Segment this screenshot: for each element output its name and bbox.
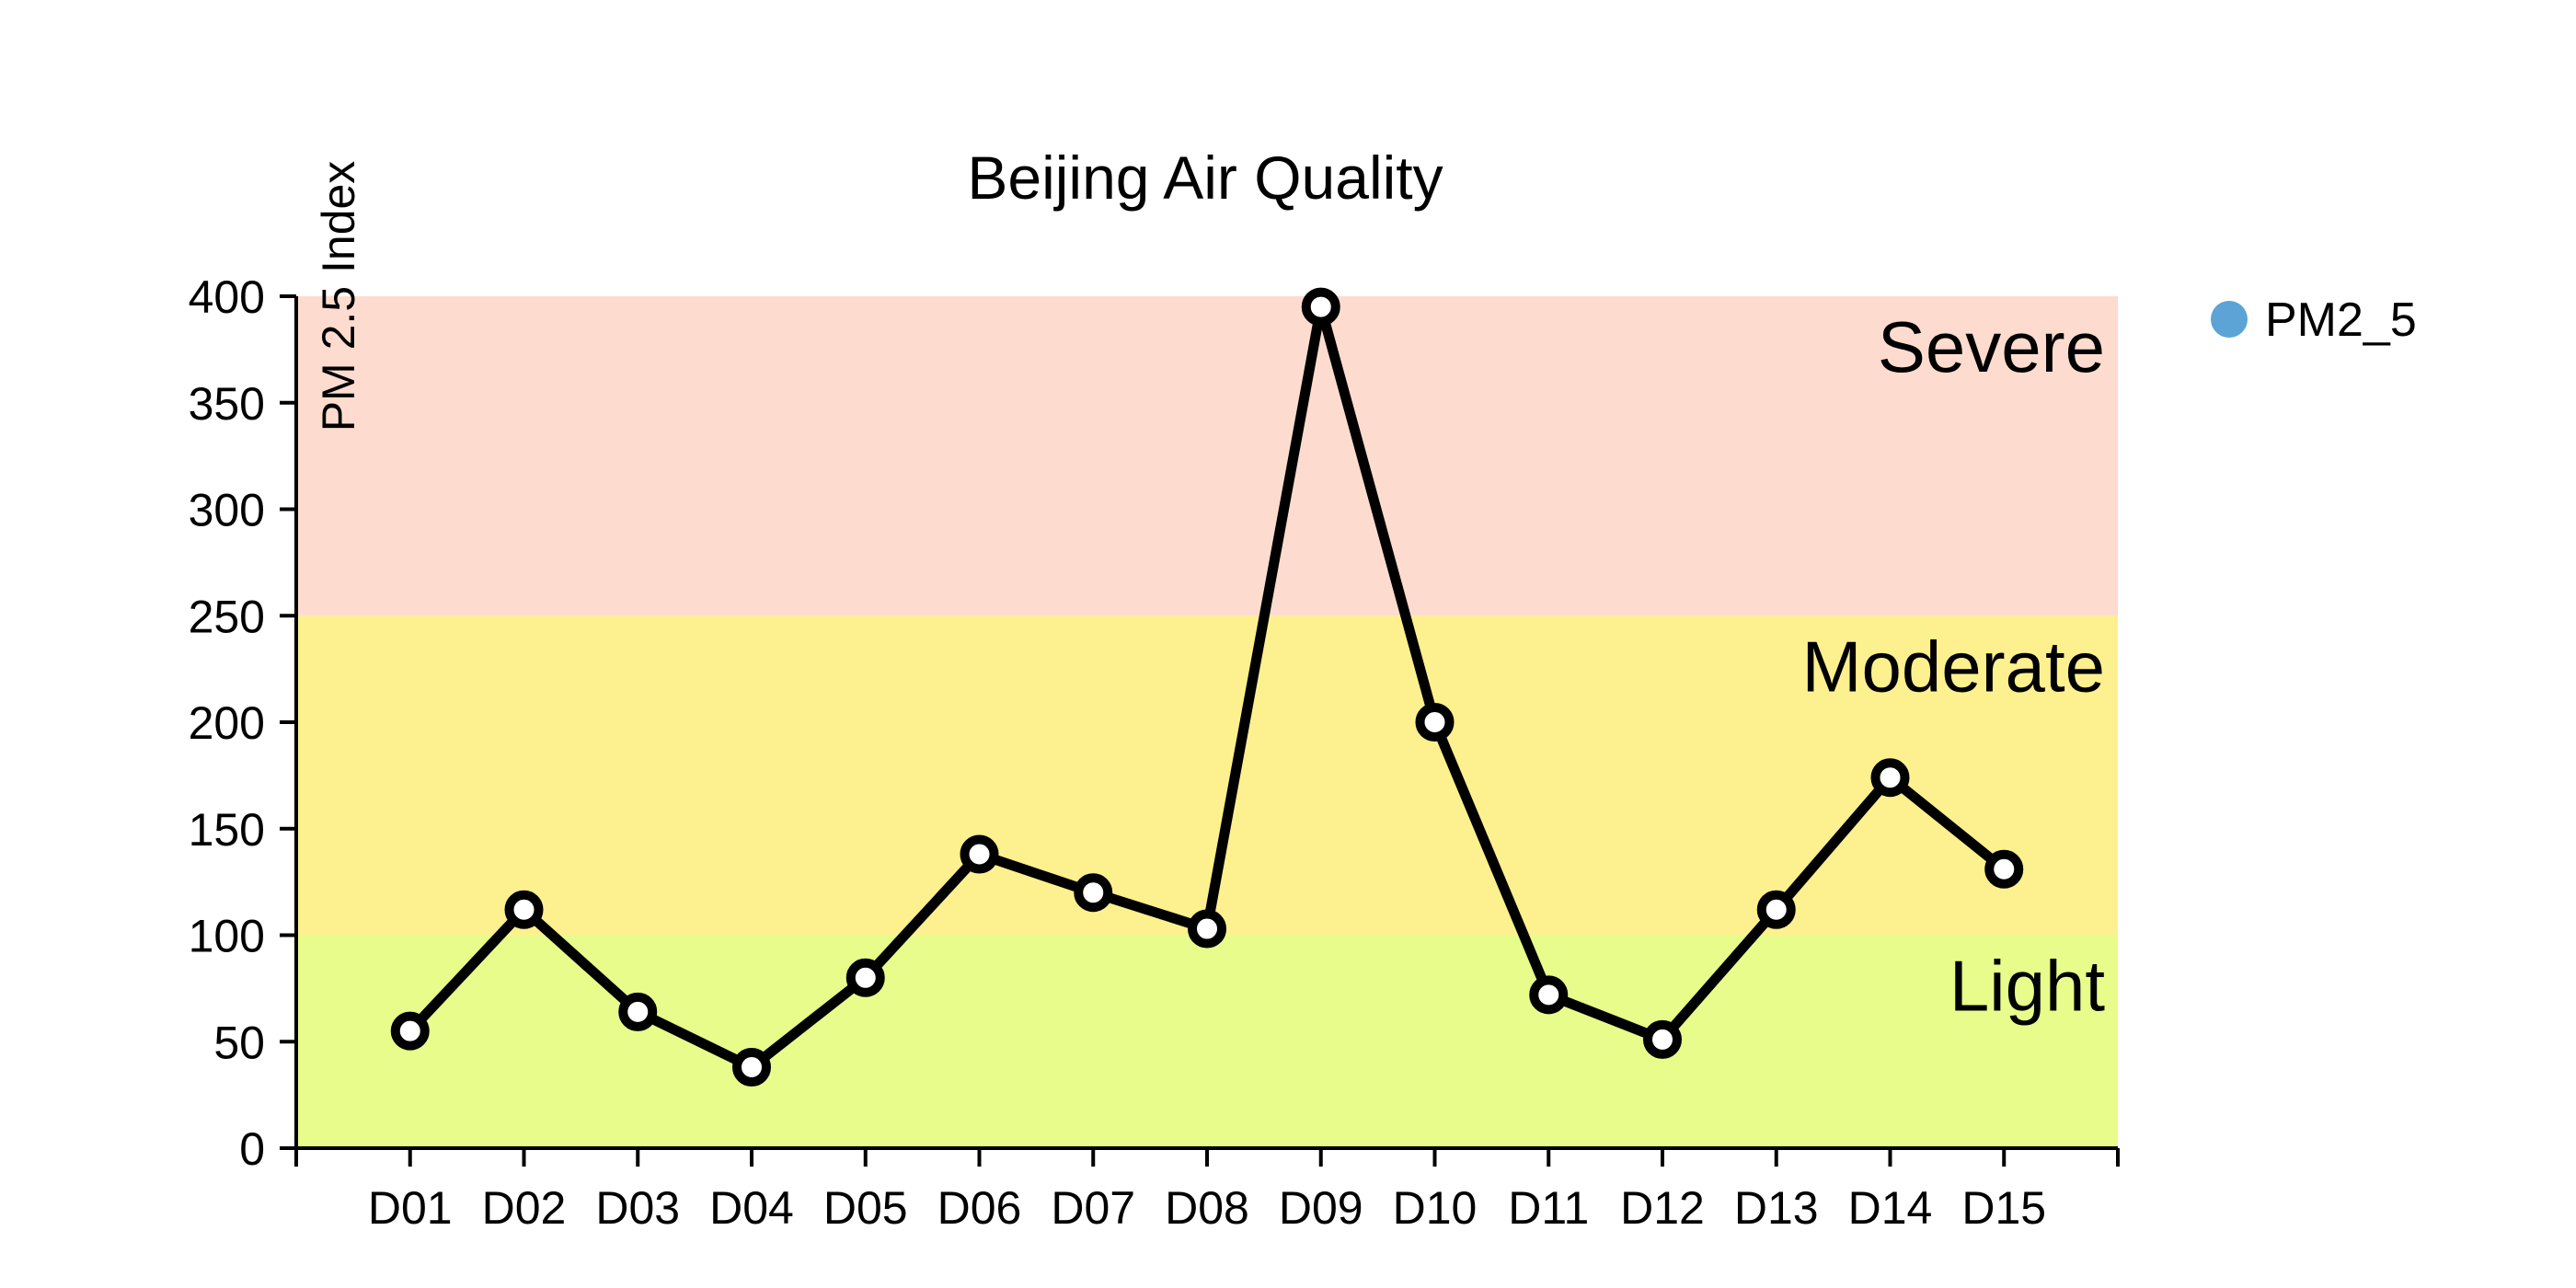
y-axis-label: PM 2.5 Index (313, 161, 364, 432)
y-tick-label-50: 50 (213, 1017, 265, 1068)
x-tick-label-d13: D13 (1734, 1182, 1819, 1234)
data-point-d04 (732, 1048, 771, 1087)
x-tick-label-d09: D09 (1279, 1182, 1363, 1234)
y-axis-ticks: 0 50 100 150 200 250 300 350 400 (189, 271, 296, 1175)
y-tick-label-400: 400 (189, 271, 265, 323)
band-moderate (296, 615, 2118, 936)
chart-title: Beijing Air Quality (967, 144, 1443, 212)
x-tick-label-d04: D04 (709, 1182, 794, 1234)
data-point-d06 (960, 834, 999, 874)
x-tick-label-d12: D12 (1620, 1182, 1705, 1234)
x-tick-label-d10: D10 (1393, 1182, 1478, 1234)
data-point-d10 (1415, 703, 1455, 742)
y-tick-label-200: 200 (189, 697, 265, 749)
y-tick-label-300: 300 (189, 485, 265, 536)
legend-label-pm2-5: PM2_5 (2265, 293, 2417, 347)
y-tick-label-100: 100 (189, 911, 265, 962)
data-point-d12 (1643, 1019, 1682, 1059)
data-point-d01 (390, 1011, 430, 1051)
data-point-d15 (1984, 849, 2024, 889)
data-point-d07 (1074, 873, 1113, 913)
x-tick-label-d08: D08 (1165, 1182, 1249, 1234)
quality-bands: Light Moderate Severe (296, 296, 2118, 1148)
data-point-d13 (1756, 890, 1796, 929)
legend: PM2_5 (2211, 293, 2417, 347)
x-axis-ticks: D01 D02 D03 D04 D05 D06 D07 D08 D09 D10 D11 D12 D13 D… (368, 1148, 2046, 1234)
x-tick-label-d14: D14 (1848, 1182, 1933, 1234)
x-tick-label-d02: D02 (482, 1182, 567, 1234)
data-point-d09 (1301, 287, 1340, 327)
data-point-d11 (1529, 975, 1569, 1015)
y-tick-label-350: 350 (189, 378, 265, 430)
x-tick-label-d05: D05 (823, 1182, 908, 1234)
x-tick-label-d15: D15 (1961, 1182, 2046, 1234)
band-severe (296, 296, 2118, 616)
data-points (390, 287, 2024, 1087)
band-label-light: Light (1949, 946, 2105, 1027)
x-tick-label-d07: D07 (1051, 1182, 1135, 1234)
y-tick-label-250: 250 (189, 591, 265, 642)
data-point-d05 (845, 958, 885, 997)
band-label-moderate: Moderate (1801, 626, 2105, 707)
y-tick-label-0: 0 (239, 1123, 265, 1175)
x-tick-label-d11: D11 (1508, 1182, 1589, 1234)
x-tick-label-d06: D06 (937, 1182, 1022, 1234)
y-tick-label-150: 150 (189, 804, 265, 856)
legend-swatch-pm2-5 (2211, 301, 2248, 338)
x-tick-label-d01: D01 (368, 1182, 453, 1234)
x-tick-label-d03: D03 (595, 1182, 680, 1234)
data-point-d03 (618, 992, 658, 1031)
band-label-severe: Severe (1878, 306, 2105, 387)
band-light (296, 935, 2118, 1148)
data-point-d08 (1188, 909, 1226, 949)
data-point-d14 (1870, 758, 1910, 798)
data-point-d02 (504, 890, 544, 929)
